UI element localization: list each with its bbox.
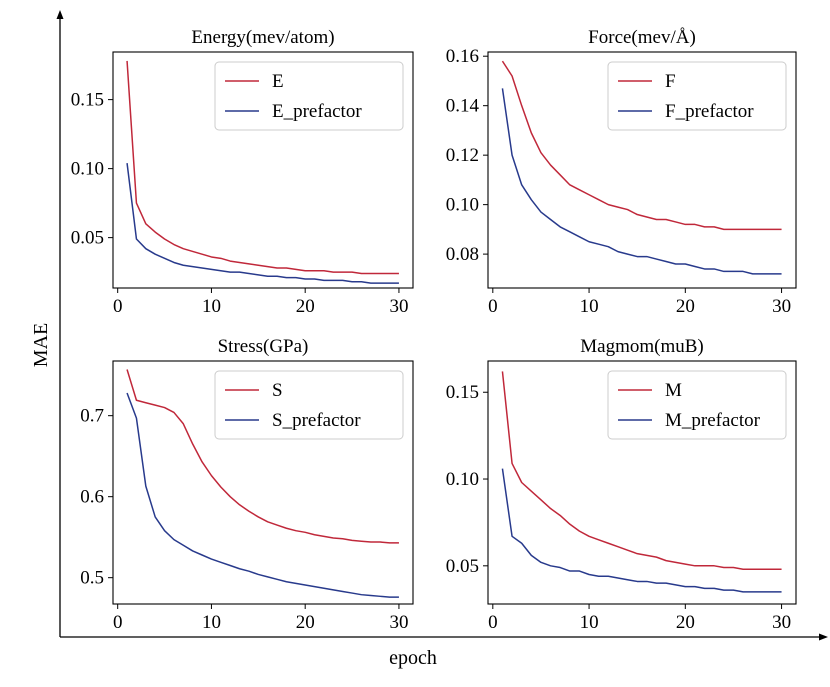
y-tick-label: 0.15 xyxy=(71,90,104,111)
x-tick-label: 30 xyxy=(772,296,791,317)
series-line-e-prefactor xyxy=(126,163,399,284)
series-line-f xyxy=(501,60,782,231)
y-tick-label: 0.7 xyxy=(80,406,104,427)
plot-frame xyxy=(112,51,414,289)
y-tick-label: 0.08 xyxy=(446,244,479,265)
y-tick-label: 0.10 xyxy=(446,195,479,216)
legend-label: M_prefactor xyxy=(665,410,761,431)
x-tick-label: 20 xyxy=(296,296,315,317)
x-tick-label: 30 xyxy=(389,612,408,633)
panel-1: Energy(mev/atom) 0 10 20 30 0.05 0.10 0.15 E E_pr… xyxy=(71,27,414,317)
plot-frame xyxy=(112,360,414,605)
x-tick-label: 20 xyxy=(296,612,315,633)
y-tick-label: 0.12 xyxy=(446,145,479,166)
legend-box xyxy=(607,61,787,131)
panel-2: Force(mev/Å) 0 10 20 30 0.08 0.10 0.12 0.14 0.16 F… xyxy=(446,27,797,317)
panels: Energy(mev/atom) 0 10 20 30 0.05 0.10 0.15 E E_pr… xyxy=(71,27,797,633)
legend: S S_prefactor xyxy=(214,370,404,440)
legend-label: S xyxy=(272,380,283,401)
plot-frame xyxy=(487,51,797,289)
x-tick-label: 30 xyxy=(389,296,408,317)
y-tick-label: 0.5 xyxy=(80,568,104,589)
panel-title: Magmom(muB) xyxy=(580,336,704,357)
x-tick-label: 30 xyxy=(772,612,791,633)
series-line-s-prefactor xyxy=(126,392,399,598)
outer-y-axis-arrow xyxy=(56,10,64,19)
legend-label: E_prefactor xyxy=(272,101,362,122)
series-line-e xyxy=(126,60,399,275)
plot-frame xyxy=(487,360,797,605)
y-tick-label: 0.05 xyxy=(446,556,479,577)
outer-axes: epoch MAE xyxy=(30,10,828,669)
y-tick-label: 0.6 xyxy=(80,487,104,508)
x-tick-label: 0 xyxy=(488,296,498,317)
legend-box xyxy=(214,370,404,440)
figure-xlabel: epoch xyxy=(389,647,437,669)
legend: E E_prefactor xyxy=(214,61,404,131)
x-tick-label: 10 xyxy=(202,296,221,317)
panel-title: Force(mev/Å) xyxy=(588,27,696,48)
y-tick-label: 0.15 xyxy=(446,382,479,403)
series-line-f-prefactor xyxy=(501,88,782,275)
y-tick-label: 0.10 xyxy=(71,159,104,180)
x-tick-label: 0 xyxy=(113,296,123,317)
legend-box xyxy=(214,61,404,131)
panel-title: Stress(GPa) xyxy=(218,336,309,357)
series-line-m xyxy=(501,371,782,571)
legend-label: E xyxy=(272,71,284,92)
panel-4: Magmom(muB) 0 10 20 30 0.05 0.10 0.15 M M_prefact… xyxy=(446,336,797,633)
x-tick-label: 0 xyxy=(488,612,498,633)
y-tick-label: 0.14 xyxy=(446,96,480,117)
series-line-s xyxy=(126,369,399,544)
legend: M M_prefactor xyxy=(607,370,787,440)
legend-label: M xyxy=(665,380,682,401)
legend-label: S_prefactor xyxy=(272,410,361,431)
legend-label: F xyxy=(665,71,676,92)
x-tick-label: 10 xyxy=(580,296,599,317)
series-line-m-prefactor xyxy=(501,468,782,593)
y-tick-label: 0.16 xyxy=(446,46,479,67)
legend-label: F_prefactor xyxy=(665,101,754,122)
x-tick-label: 0 xyxy=(113,612,123,633)
y-tick-label: 0.05 xyxy=(71,228,104,249)
x-tick-label: 10 xyxy=(202,612,221,633)
x-tick-label: 20 xyxy=(676,296,695,317)
figure-ylabel: MAE xyxy=(30,323,52,367)
x-tick-label: 20 xyxy=(676,612,695,633)
outer-x-axis-arrow xyxy=(819,633,828,641)
x-tick-label: 10 xyxy=(580,612,599,633)
y-tick-label: 0.10 xyxy=(446,469,479,490)
panel-3: Stress(GPa) 0 10 20 30 0.5 0.6 0.7 S S_prefactor xyxy=(80,336,414,633)
legend-box xyxy=(607,370,787,440)
panel-title: Energy(mev/atom) xyxy=(191,27,334,48)
legend: F F_prefactor xyxy=(607,61,787,131)
